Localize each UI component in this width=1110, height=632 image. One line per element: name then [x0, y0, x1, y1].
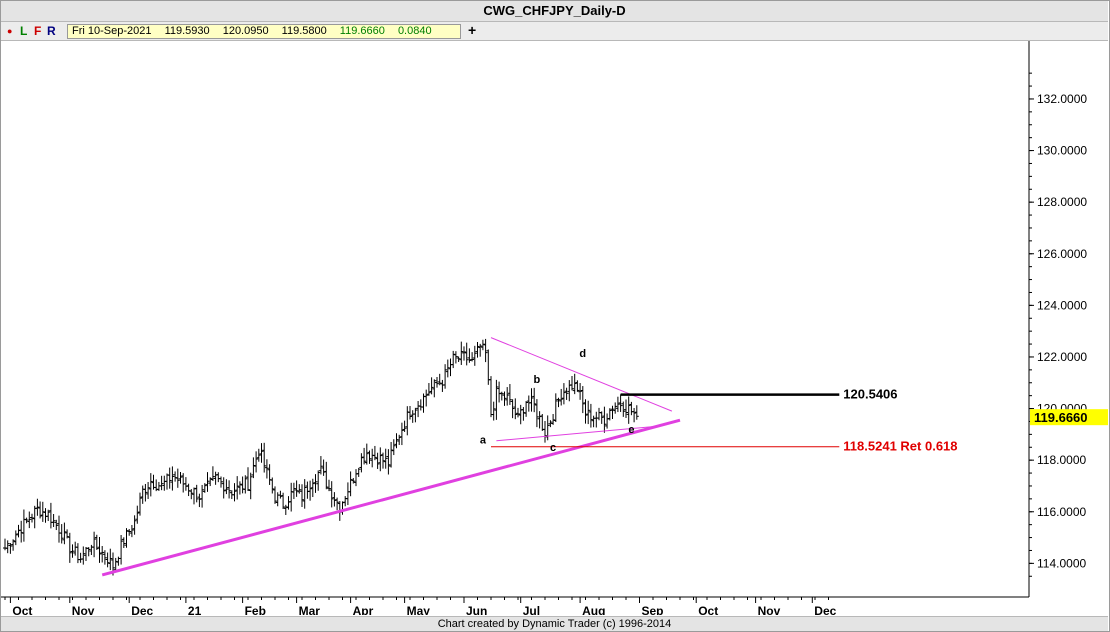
y-tick-label: 122.0000 — [1037, 350, 1087, 364]
x-tick-label: May — [407, 604, 431, 615]
y-tick-label: 126.0000 — [1037, 247, 1087, 261]
x-tick-label: Apr — [353, 604, 374, 615]
x-tick-label: Oct — [12, 604, 32, 615]
x-tick-label: Dec — [814, 604, 836, 615]
wave-label-b: b — [534, 374, 541, 386]
lower-triangle-line — [496, 426, 654, 442]
chart-area: 114.0000 116.0000 118.0000 120.0000 122.0000… — [1, 41, 1108, 618]
price-chart: 114.0000116.0000118.0000120.0000122.0000… — [1, 41, 1108, 618]
level-line-label: 120.5406 — [843, 387, 897, 402]
x-tick-label: Dec — [131, 604, 153, 615]
wave-label-e: e — [628, 424, 634, 436]
last-price-label: 119.6660 — [1034, 410, 1088, 425]
ohlc-readout: Fri 10-Sep-2021 119.5930 120.0950 119.58… — [67, 24, 461, 39]
f-button[interactable]: F — [34, 24, 42, 38]
ohlc-high: 120.0950 — [222, 25, 269, 37]
upper-triangle-line — [490, 337, 673, 412]
l-button[interactable]: L — [20, 24, 28, 38]
chart-title: CWG_CHFJPY_Daily-D — [1, 1, 1108, 22]
x-tick-label: Nov — [758, 604, 781, 615]
x-tick-label: Jun — [466, 604, 487, 615]
x-tick-label: Mar — [299, 604, 321, 615]
add-icon[interactable]: + — [468, 22, 477, 38]
record-dot-button[interactable]: ● — [7, 26, 13, 36]
y-tick-label: 128.0000 — [1037, 195, 1087, 209]
ohlc-date: Fri 10-Sep-2021 — [72, 25, 152, 37]
x-tick-label: Sep — [642, 604, 664, 615]
ohlc-low: 119.5800 — [281, 25, 327, 37]
y-tick-label: 116.0000 — [1037, 505, 1086, 519]
wave-label-d: d — [579, 348, 586, 360]
retracement-line-label: 118.5241 Ret 0.618 — [843, 439, 957, 454]
ohlc-change: 0.0840 — [397, 25, 432, 37]
x-tick-label: Oct — [698, 604, 718, 615]
x-tick-label: Jul — [523, 604, 540, 615]
wave-label-c: c — [550, 442, 556, 454]
wave-label-a: a — [480, 434, 487, 446]
y-tick-label: 130.0000 — [1037, 144, 1087, 158]
y-tick-label: 124.0000 — [1037, 298, 1087, 312]
x-tick-label: Aug — [582, 604, 605, 615]
ohlc-open: 119.5930 — [164, 25, 210, 37]
footer-credit: Chart created by Dynamic Trader (c) 1996… — [1, 616, 1108, 631]
y-tick-label: 114.0000 — [1037, 556, 1086, 570]
r-button[interactable]: R — [47, 24, 56, 38]
ohlc-close: 119.6660 — [339, 25, 385, 37]
last-price-box — [1030, 409, 1108, 426]
y-tick-label: 118.0000 — [1037, 453, 1086, 467]
chart-toolbar: ● L F R Fri 10-Sep-2021 119.5930 120.095… — [1, 22, 1108, 41]
x-tick-label: Feb — [245, 604, 266, 615]
x-tick-label: 21 — [188, 604, 202, 615]
x-tick-label: Nov — [72, 604, 95, 615]
y-tick-label: 132.0000 — [1037, 92, 1087, 106]
major-trendline — [101, 418, 681, 577]
